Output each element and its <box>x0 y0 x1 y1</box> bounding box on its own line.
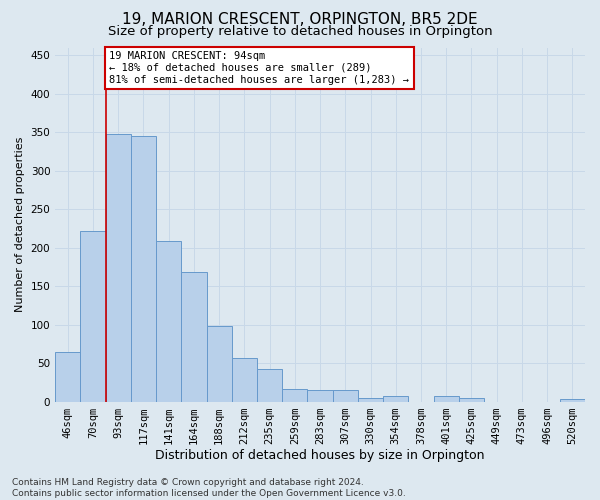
Bar <box>257 370 282 402</box>
Bar <box>459 398 484 402</box>
Text: 19, MARION CRESCENT, ORPINGTON, BR5 2DE: 19, MARION CRESCENT, ORPINGTON, BR5 2DE <box>122 12 478 28</box>
Bar <box>131 136 156 402</box>
Bar <box>55 352 80 402</box>
Bar <box>106 134 131 402</box>
Text: 19 MARION CRESCENT: 94sqm
← 18% of detached houses are smaller (289)
81% of semi: 19 MARION CRESCENT: 94sqm ← 18% of detac… <box>109 52 409 84</box>
Bar <box>383 396 409 402</box>
Bar <box>206 326 232 402</box>
X-axis label: Distribution of detached houses by size in Orpington: Distribution of detached houses by size … <box>155 450 485 462</box>
Bar <box>282 390 307 402</box>
Bar <box>156 242 181 402</box>
Bar <box>434 396 459 402</box>
Bar <box>332 390 358 402</box>
Text: Size of property relative to detached houses in Orpington: Size of property relative to detached ho… <box>107 25 493 38</box>
Text: Contains HM Land Registry data © Crown copyright and database right 2024.
Contai: Contains HM Land Registry data © Crown c… <box>12 478 406 498</box>
Bar <box>181 272 206 402</box>
Y-axis label: Number of detached properties: Number of detached properties <box>15 137 25 312</box>
Bar <box>307 390 332 402</box>
Bar <box>560 400 585 402</box>
Bar <box>80 230 106 402</box>
Bar <box>232 358 257 402</box>
Bar <box>358 398 383 402</box>
